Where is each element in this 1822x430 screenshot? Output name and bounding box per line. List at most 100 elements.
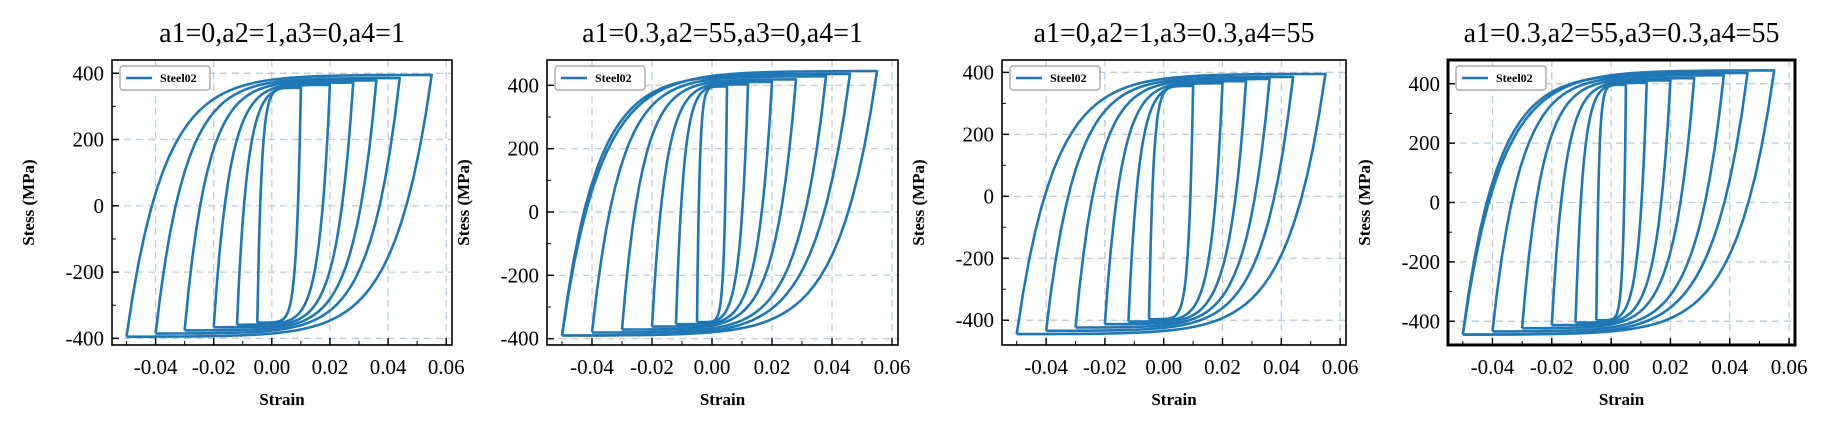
chart-panel-4: -0.04 -0.02 0.00 0.02 0.04 0.06 -400 -200 0 200 40…	[1355, 18, 1807, 409]
legend: Steel02	[119, 65, 211, 91]
x-axis-label: Strain	[700, 390, 746, 409]
chart-panel-2: -0.04 -0.02 0.00 0.02 0.04 0.06 -400 -200 0 200 40…	[454, 18, 910, 409]
series-steel02	[1015, 72, 1327, 336]
x-tick-label: -0.02	[630, 355, 674, 379]
x-tick-label: 0.04	[1711, 355, 1748, 379]
legend-box	[119, 65, 211, 91]
legend-box	[554, 65, 646, 91]
x-tick-label: 0.00	[694, 355, 731, 379]
legend: Steel02	[1009, 65, 1101, 91]
hysteresis-loop-3	[212, 81, 355, 329]
hysteresis-loop-5	[590, 75, 828, 334]
y-tick-label: -400	[1402, 309, 1441, 333]
x-tick-label: 0.02	[1204, 355, 1241, 379]
x-tick-label: 0.02	[312, 355, 349, 379]
hysteresis-loop-2	[674, 83, 750, 326]
y-tick-label: 0	[1430, 191, 1441, 215]
x-tick-label: -0.04	[570, 355, 614, 379]
x-tick-label: -0.02	[1530, 355, 1574, 379]
x-tick-label: 0.06	[428, 355, 465, 379]
x-tick-label: 0.06	[1322, 355, 1359, 379]
hysteresis-loop-4	[620, 78, 798, 331]
y-tick-label: 400	[73, 61, 105, 85]
y-tick-label: -200	[66, 260, 105, 284]
hysteresis-loop-4	[1520, 76, 1696, 330]
hysteresis-loop-3	[1550, 79, 1672, 327]
x-axis-label: Strain	[1599, 390, 1645, 409]
y-tick-label: 0	[94, 194, 105, 218]
legend-label: Steel02	[160, 71, 197, 85]
y-tick-label: 400	[963, 60, 995, 84]
x-tick-label: 0.02	[1652, 355, 1689, 379]
chart-title: a1=0.3,a2=55,a3=0,a4=1	[582, 18, 863, 49]
x-axis-label: Strain	[259, 390, 305, 409]
y-axis-label: Stess (MPa)	[454, 159, 473, 245]
x-tick-label: -0.02	[192, 355, 236, 379]
x-tick-label: -0.04	[1024, 355, 1068, 379]
hysteresis-loop-6	[1015, 72, 1327, 336]
y-tick-label: -200	[956, 246, 995, 270]
chart-panel-1: -0.04 -0.02 0.00 0.02 0.04 0.06 -400 -200 0 200 40…	[19, 18, 465, 409]
legend-label: Steel02	[1496, 71, 1533, 85]
y-tick-label: -200	[1402, 250, 1441, 274]
legend-label: Steel02	[1050, 71, 1087, 85]
series-steel02	[1461, 69, 1776, 336]
y-tick-label: 200	[508, 137, 540, 161]
hysteresis-loop-5	[1491, 74, 1726, 333]
legend-label: Steel02	[595, 71, 632, 85]
legend: Steel02	[554, 65, 646, 91]
x-axis-label: Strain	[1151, 390, 1197, 409]
series-steel02	[125, 73, 433, 338]
hysteresis-loop-1	[256, 86, 303, 324]
plot-frame	[111, 59, 453, 346]
hysteresis-loop-4	[1074, 77, 1271, 329]
hysteresis-loop-6	[125, 73, 433, 338]
hysteresis-loop-5	[1044, 75, 1295, 333]
hysteresis-loop-3	[1103, 79, 1248, 326]
x-tick-label: 0.04	[814, 355, 851, 379]
legend-box	[1009, 65, 1101, 91]
y-tick-label: 0	[529, 200, 540, 224]
chart-title: a1=0.3,a2=55,a3=0.3,a4=55	[1464, 18, 1780, 49]
y-tick-label: 400	[508, 73, 540, 97]
hysteresis-loop-1	[1147, 84, 1195, 321]
x-tick-label: 0.00	[253, 355, 290, 379]
legend: Steel02	[1455, 65, 1547, 91]
y-tick-label: 400	[1409, 72, 1441, 96]
hysteresis-loop-7	[1461, 69, 1776, 336]
hysteresis-loop-2	[1574, 81, 1648, 324]
y-axis-label: Stess (MPa)	[19, 159, 38, 245]
hysteresis-loop-4	[183, 79, 378, 332]
y-tick-label: 200	[1409, 131, 1441, 155]
x-tick-label: 0.06	[874, 355, 911, 379]
y-tick-label: -400	[501, 327, 540, 351]
hysteresis-loop-2	[235, 83, 332, 327]
y-tick-label: -200	[501, 263, 540, 287]
y-axis-label: Stess (MPa)	[909, 159, 928, 245]
hysteresis-loop-3	[650, 80, 774, 328]
series-steel02	[560, 69, 879, 337]
y-tick-label: -400	[956, 308, 995, 332]
x-tick-label: 0.02	[754, 355, 791, 379]
x-tick-label: -0.04	[134, 355, 178, 379]
hysteresis-loop-2	[1127, 82, 1224, 323]
x-tick-label: 0.00	[1145, 355, 1182, 379]
chart-title: a1=0,a2=1,a3=0,a4=1	[159, 18, 405, 49]
y-tick-label: 200	[73, 128, 105, 152]
legend-box	[1455, 65, 1547, 91]
x-tick-label: 0.06	[1771, 355, 1808, 379]
plot-frame	[1001, 59, 1347, 346]
chart-title: a1=0,a2=1,a3=0.3,a4=55	[1034, 18, 1315, 49]
y-tick-label: 0	[984, 184, 995, 208]
chart-panel-3: -0.04 -0.02 0.00 0.02 0.04 0.06 -400 -200 0 200 40…	[909, 18, 1358, 409]
hysteresis-loop-5	[154, 76, 401, 335]
plot-frame	[546, 59, 899, 346]
x-tick-label: 0.04	[1263, 355, 1300, 379]
x-tick-label: 0.04	[370, 355, 407, 379]
y-tick-label: -400	[66, 326, 105, 350]
y-axis-label: Stess (MPa)	[1355, 159, 1374, 245]
hysteresis-loop-7	[560, 69, 879, 337]
x-tick-label: -0.04	[1471, 355, 1515, 379]
y-tick-label: 200	[963, 122, 995, 146]
